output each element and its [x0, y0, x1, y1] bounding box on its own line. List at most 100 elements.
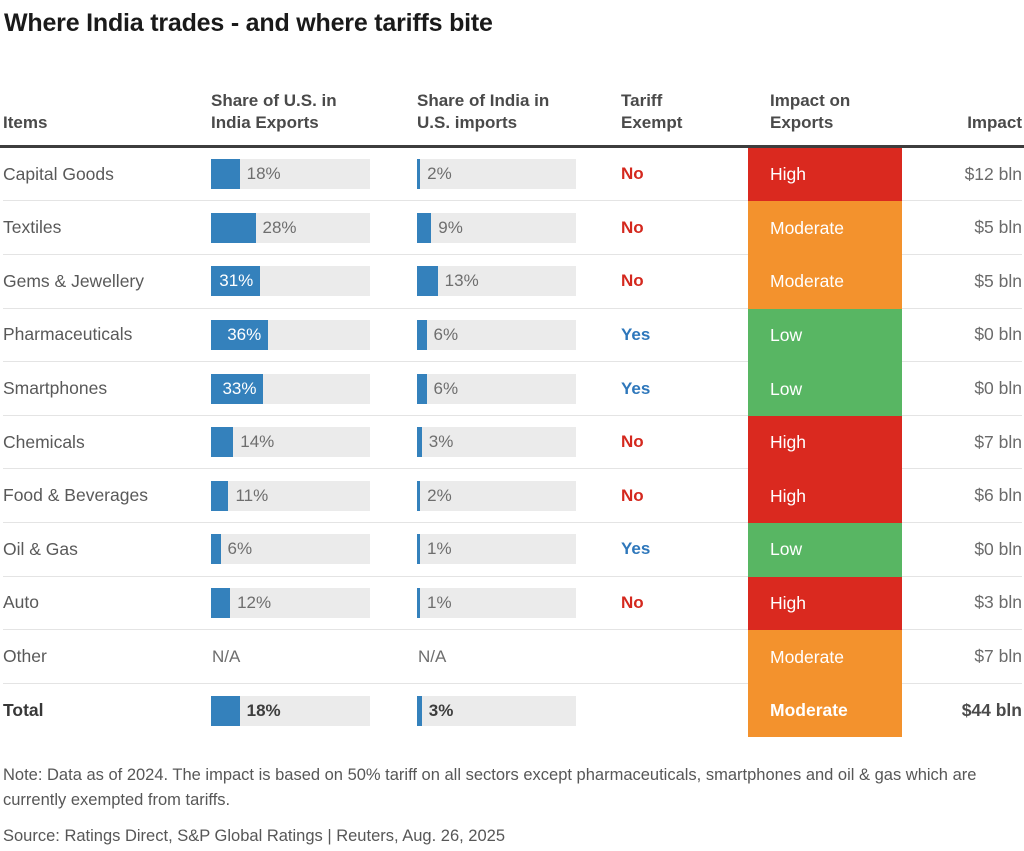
impact-value: $3 bln: [902, 577, 1022, 631]
table-body: Capital Goods 18% 18% 2% 2% No High $12 …: [3, 147, 1022, 738]
india-share-bar-cell: 3% 3%: [417, 416, 621, 470]
table-row: Other N/A N/A N/A N/A Moderate $7 bln: [3, 630, 1022, 684]
india-share-bar-track: 3% 3%: [417, 695, 576, 726]
india-share-value: 2%: [427, 164, 452, 184]
india-share-value: 6%: [433, 324, 459, 344]
us-share-value: 18%: [246, 700, 281, 720]
impact-level-cell: High: [748, 415, 902, 470]
us-share-bar: 31%: [211, 266, 261, 297]
impact-value: $0 bln: [902, 362, 1022, 416]
india-share-bar-cell: 6% 6%: [417, 362, 621, 416]
page-title: Where India trades - and where tariffs b…: [4, 9, 493, 37]
tariff-exempt-value: No: [621, 255, 748, 309]
us-share-bar-cell: 18% 18%: [211, 684, 417, 738]
india-share-value: 13%: [444, 271, 479, 291]
impact-level-cell: Low: [748, 362, 902, 416]
impact-level-cell: Low: [748, 523, 902, 577]
us-share-bar-track: 33% 33%: [211, 373, 370, 404]
india-share-bar-cell: 1% 1%: [417, 523, 621, 577]
india-share-bar: 2%: [417, 159, 421, 190]
us-share-bar: 36%: [211, 319, 269, 350]
india-share-bar-cell: N/A N/A: [417, 630, 621, 684]
impact-level-cell: Moderate: [748, 630, 902, 684]
us-share-bar-track: 6% 6%: [211, 534, 370, 565]
tariff-exempt-value: No: [621, 469, 748, 524]
impact-level-cell: High: [748, 469, 902, 524]
us-share-bar: 12%: [211, 587, 231, 618]
india-share-value: N/A: [418, 646, 447, 666]
footer: Note: Data as of 2024. The impact is bas…: [3, 763, 1022, 846]
tariff-exempt-value: Yes: [621, 309, 748, 363]
india-share-bar-track: N/A N/A: [417, 642, 576, 672]
us-share-bar: 33%: [211, 373, 264, 404]
tariff-exempt-value: No: [621, 201, 748, 256]
india-share-bar-track: 6% 6%: [417, 373, 576, 404]
us-share-value: 11%: [235, 485, 269, 505]
us-share-bar-cell: 14% 14%: [211, 416, 417, 470]
source-line: Source: Ratings Direct, S&P Global Ratin…: [3, 826, 506, 845]
table-row: Chemicals 14% 14% 3% 3% No High $7 bln: [3, 415, 1022, 470]
item-label: Auto: [3, 577, 211, 631]
table-row: Oil & Gas 6% 6% 1% 1% Yes Low $0 bln: [3, 523, 1022, 577]
table-row: Textiles 28% 28% 9% 9% No Moderate $5 bl…: [3, 201, 1022, 256]
us-share-bar-track: 36% 36%: [211, 319, 370, 350]
us-share-value: 33%: [222, 378, 257, 398]
table-row: Food & Beverages 11% 11% 2% 2% No High $…: [3, 469, 1022, 524]
us-share-bar-track: 14% 14%: [211, 427, 370, 458]
item-label: Smartphones: [3, 362, 211, 416]
item-label: Chemicals: [3, 416, 211, 470]
impact-level-cell: Low: [748, 308, 902, 363]
tariff-exempt-value: [621, 630, 748, 684]
table-row: Capital Goods 18% 18% 2% 2% No High $12 …: [3, 147, 1022, 202]
india-share-bar-cell: 1% 1%: [417, 577, 621, 631]
impact-level-cell: High: [748, 147, 902, 202]
us-share-bar-track: 28% 28%: [211, 212, 370, 243]
column-header-impact-value: Impact: [967, 113, 1022, 133]
impact-value: $44 bln: [961, 700, 1022, 721]
us-share-bar-cell: 6% 6%: [211, 523, 417, 577]
us-share-value: 31%: [219, 271, 254, 291]
india-share-value: 6%: [433, 378, 459, 398]
us-share-bar: 18%: [211, 159, 240, 190]
table-row: Smartphones 33% 33% 6% 6% Yes Low $0 bln: [3, 362, 1022, 416]
us-share-bar: 6%: [211, 534, 221, 565]
india-share-bar-cell: 13% 13%: [417, 255, 621, 309]
india-share-bar-track: 1% 1%: [417, 587, 576, 618]
trade-table: Items Share of U.S. in India Exports Sha…: [0, 90, 1024, 738]
india-share-bar-track: 6% 6%: [417, 319, 576, 350]
tariff-exempt-value: No: [621, 416, 748, 470]
india-share-bar-cell: 2% 2%: [417, 148, 621, 202]
india-share-bar-cell: 3% 3%: [417, 684, 621, 738]
india-share-bar-track: 13% 13%: [417, 266, 576, 297]
item-label: Gems & Jewellery: [3, 255, 211, 309]
impact-value: $5 bln: [902, 255, 1022, 309]
us-share-value: 36%: [227, 324, 262, 344]
us-share-value: N/A: [212, 646, 241, 666]
india-share-bar: 2%: [417, 480, 421, 511]
impact-value: $0 bln: [902, 523, 1022, 577]
us-share-bar-track: N/A N/A: [211, 642, 370, 672]
india-share-bar: 6%: [417, 373, 427, 404]
impact-value: $0 bln: [902, 309, 1022, 363]
us-share-value: 6%: [227, 539, 253, 559]
india-share-bar-track: 3% 3%: [417, 427, 576, 458]
us-share-bar-track: 31% 31%: [211, 266, 370, 297]
india-share-bar-cell: 9% 9%: [417, 201, 621, 256]
impact-value: $5 bln: [902, 201, 1022, 256]
item-label: Pharmaceuticals: [3, 309, 211, 363]
india-share-bar-track: 1% 1%: [417, 534, 576, 565]
us-share-bar: 11%: [211, 480, 229, 511]
us-share-bar-track: 18% 18%: [211, 159, 370, 190]
tariff-exempt-value: No: [621, 577, 748, 631]
table-header-row: Items Share of U.S. in India Exports Sha…: [3, 90, 1022, 145]
india-share-value: 1%: [427, 592, 452, 612]
us-share-value: 28%: [262, 217, 297, 237]
tariff-exempt-value: Yes: [621, 362, 748, 416]
item-label: Textiles: [3, 201, 211, 256]
us-share-bar-cell: 18% 18%: [211, 148, 417, 202]
india-share-bar: 1%: [417, 587, 420, 618]
impact-level-cell: Moderate: [748, 255, 902, 309]
us-share-bar-track: 18% 18%: [211, 695, 370, 726]
india-share-value: 3%: [428, 700, 454, 720]
india-share-bar-track: 2% 2%: [417, 480, 576, 511]
